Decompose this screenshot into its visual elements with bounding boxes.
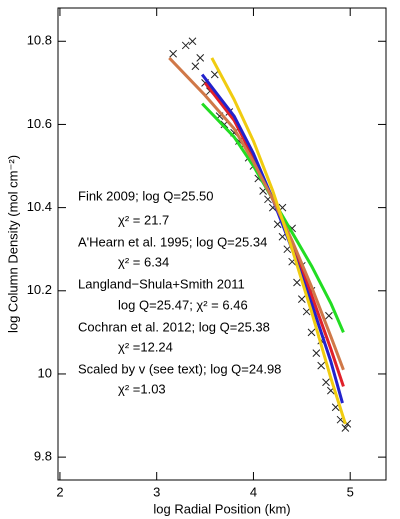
- model-curve: [168, 56, 345, 371]
- data-point: [341, 424, 350, 432]
- data-point: [196, 54, 205, 62]
- y-axis-label: log Column Density (mol cm⁻²): [5, 155, 20, 333]
- annotation: Scaled by v (see text); log Q=24.98: [78, 361, 281, 376]
- data-point: [293, 278, 301, 287]
- data-point: [181, 41, 190, 50]
- data-point: [302, 307, 311, 316]
- annotation: χ² = 6.34: [118, 254, 169, 269]
- annotation: χ² =12.24: [118, 339, 173, 354]
- y-tick-label: 9.8: [34, 449, 52, 464]
- data-point: [169, 49, 177, 58]
- data-point: [210, 70, 219, 79]
- data-point: [312, 349, 321, 358]
- y-tick-label: 10.6: [27, 116, 52, 131]
- x-tick-label: 2: [56, 484, 63, 499]
- data-point: [307, 328, 316, 337]
- x-axis-label: log Radial Position (km): [153, 501, 290, 516]
- x-tick-label: 5: [347, 484, 354, 499]
- annotation: A'Hearn et al. 1995; log Q=25.34: [78, 234, 267, 249]
- annotation: Cochran et al. 2012; log Q=25.38: [78, 319, 270, 334]
- annotation: χ² =1.03: [118, 381, 166, 396]
- data-point: [325, 311, 333, 320]
- plot-frame: [57, 7, 387, 481]
- data-point: [188, 37, 197, 46]
- y-tick-label: 10.4: [27, 199, 52, 214]
- data-point: [191, 62, 200, 71]
- x-tick-label: 3: [153, 484, 160, 499]
- annotation: Fink 2009; log Q=25.50: [78, 188, 214, 203]
- y-tick-label: 10.8: [27, 33, 52, 48]
- annotation: χ² = 21.7: [118, 212, 169, 227]
- data-point: [297, 295, 306, 303]
- annotation: log Q=25.47; χ² = 6.46: [118, 297, 248, 312]
- annotation: Langland−Shula+Smith 2011: [78, 276, 245, 291]
- y-tick-label: 10.2: [27, 282, 52, 297]
- model-curve: [210, 57, 347, 425]
- y-tick-label: 10: [38, 365, 52, 380]
- x-tick-label: 4: [250, 484, 257, 499]
- data-point: [317, 361, 326, 370]
- data-point: [322, 378, 330, 387]
- plot-marks: [168, 37, 352, 432]
